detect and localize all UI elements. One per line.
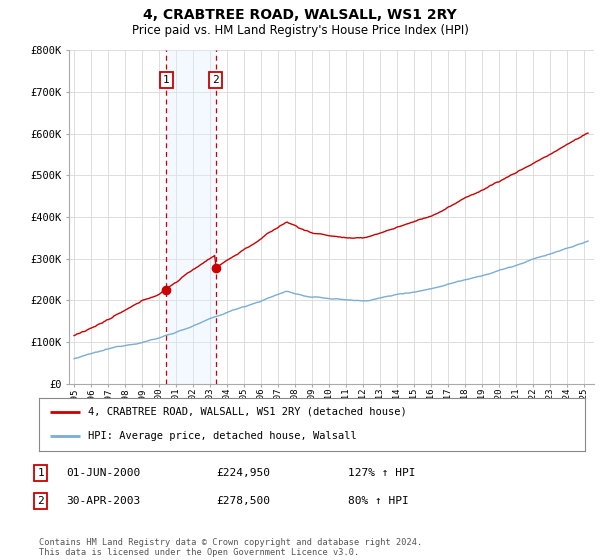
Text: 01-JUN-2000: 01-JUN-2000 <box>66 468 140 478</box>
Text: HPI: Average price, detached house, Walsall: HPI: Average price, detached house, Wals… <box>88 431 357 441</box>
Text: 4, CRABTREE ROAD, WALSALL, WS1 2RY (detached house): 4, CRABTREE ROAD, WALSALL, WS1 2RY (deta… <box>88 407 407 417</box>
Bar <box>166 50 215 384</box>
Text: 1: 1 <box>163 76 170 85</box>
Text: Price paid vs. HM Land Registry's House Price Index (HPI): Price paid vs. HM Land Registry's House … <box>131 24 469 36</box>
Text: 30-APR-2003: 30-APR-2003 <box>66 496 140 506</box>
Text: 4, CRABTREE ROAD, WALSALL, WS1 2RY: 4, CRABTREE ROAD, WALSALL, WS1 2RY <box>143 8 457 22</box>
Text: £278,500: £278,500 <box>216 496 270 506</box>
Text: Contains HM Land Registry data © Crown copyright and database right 2024.
This d: Contains HM Land Registry data © Crown c… <box>39 538 422 557</box>
Text: 2: 2 <box>212 76 219 85</box>
Text: £224,950: £224,950 <box>216 468 270 478</box>
Text: 2: 2 <box>37 496 44 506</box>
Text: 1: 1 <box>37 468 44 478</box>
Text: 80% ↑ HPI: 80% ↑ HPI <box>348 496 409 506</box>
Text: 127% ↑ HPI: 127% ↑ HPI <box>348 468 415 478</box>
